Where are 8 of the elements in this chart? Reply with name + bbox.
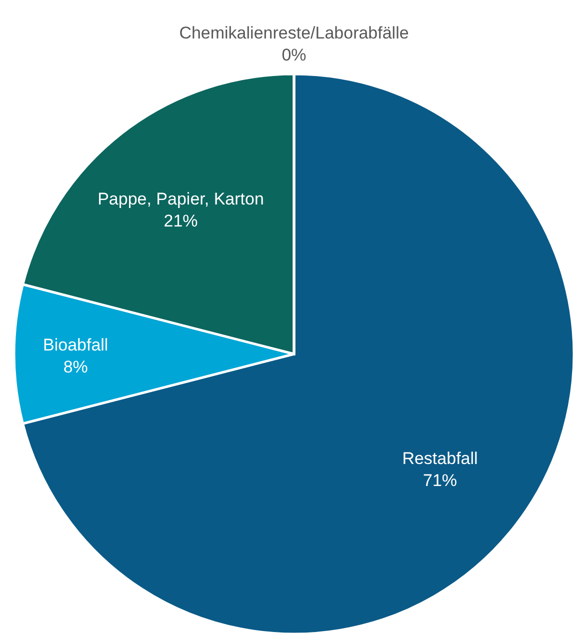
category-label: Chemikalienreste/Laborabfälle [179, 24, 409, 43]
data-label: 8% [63, 358, 88, 377]
slice-label: Pappe, Papier, Karton [98, 190, 264, 209]
slice-label: Restabfall [402, 448, 478, 468]
text: 0% [282, 46, 306, 65]
slice-label: Bioabfall [42, 336, 108, 355]
data-label: 71% [423, 470, 458, 490]
data-label: 21% [164, 212, 198, 231]
